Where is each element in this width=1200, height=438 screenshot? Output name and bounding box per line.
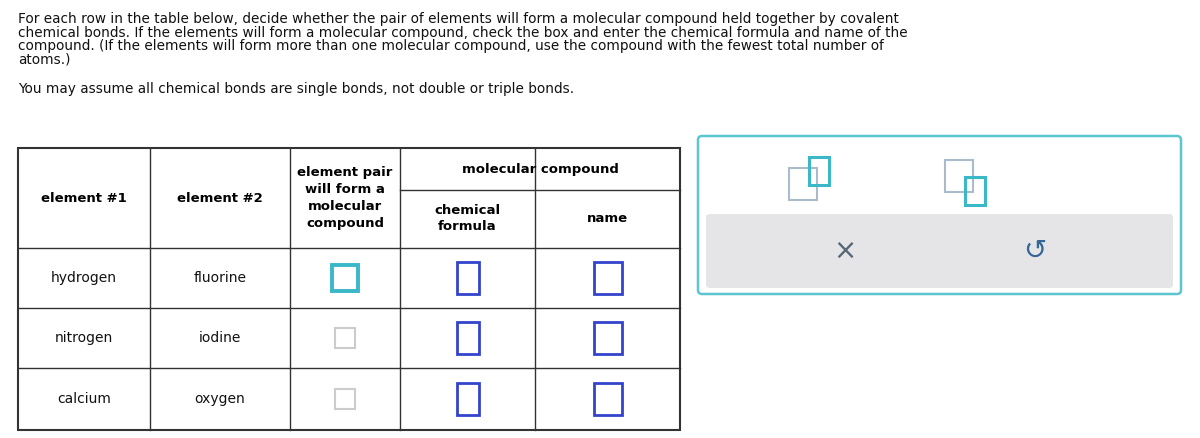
Text: iodine: iodine xyxy=(199,331,241,345)
Bar xyxy=(809,157,828,185)
Bar xyxy=(335,389,355,409)
Bar xyxy=(594,383,622,415)
Text: compound. (If the elements will form more than one molecular compound, use the c: compound. (If the elements will form mor… xyxy=(18,39,884,53)
Bar xyxy=(18,148,680,430)
Text: For each row in the table below, decide whether the pair of elements will form a: For each row in the table below, decide … xyxy=(18,12,899,26)
Text: element pair
will form a
molecular
compound: element pair will form a molecular compo… xyxy=(298,166,392,230)
Text: fluorine: fluorine xyxy=(193,271,246,285)
Bar xyxy=(456,383,479,415)
Text: element #2: element #2 xyxy=(178,191,263,205)
Text: hydrogen: hydrogen xyxy=(50,271,118,285)
Text: element #1: element #1 xyxy=(41,191,127,205)
Bar xyxy=(332,265,358,291)
Text: calcium: calcium xyxy=(58,392,110,406)
FancyBboxPatch shape xyxy=(698,136,1181,294)
Text: ↺: ↺ xyxy=(1022,237,1046,265)
Text: oxygen: oxygen xyxy=(194,392,245,406)
Bar xyxy=(456,322,479,354)
Bar xyxy=(594,322,622,354)
Text: molecular compound: molecular compound xyxy=(462,162,618,176)
Bar xyxy=(965,177,985,205)
FancyBboxPatch shape xyxy=(706,214,1174,288)
Text: ×: × xyxy=(833,237,856,265)
Text: nitrogen: nitrogen xyxy=(55,331,113,345)
Bar xyxy=(946,160,973,192)
Text: chemical bonds. If the elements will form a molecular compound, check the box an: chemical bonds. If the elements will for… xyxy=(18,25,907,39)
Text: chemical
formula: chemical formula xyxy=(434,205,500,233)
Bar xyxy=(335,328,355,348)
Bar xyxy=(456,262,479,294)
Text: You may assume all chemical bonds are single bonds, not double or triple bonds.: You may assume all chemical bonds are si… xyxy=(18,82,574,96)
Text: atoms.): atoms.) xyxy=(18,53,71,67)
Bar xyxy=(788,168,816,200)
Text: name: name xyxy=(587,212,628,226)
Bar xyxy=(594,262,622,294)
